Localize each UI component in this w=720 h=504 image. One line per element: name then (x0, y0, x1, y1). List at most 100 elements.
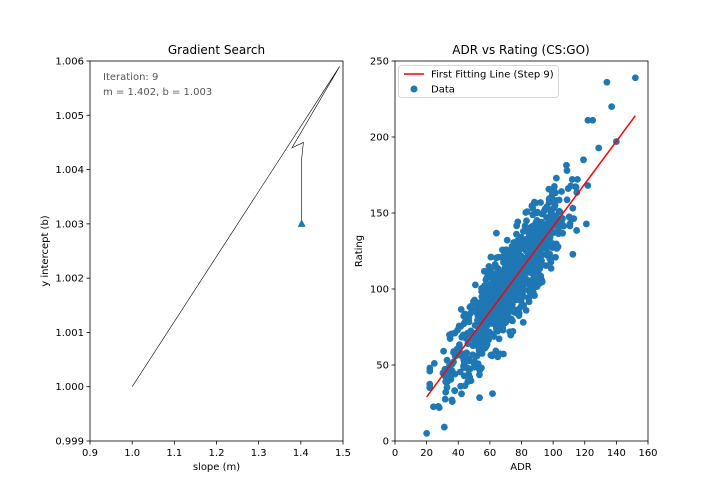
data-point (511, 291, 519, 299)
data-point (523, 217, 530, 225)
data-point (535, 220, 543, 228)
data-point (566, 222, 574, 230)
data-point (490, 333, 498, 340)
data-point (483, 322, 491, 329)
data-point (475, 299, 483, 307)
data-point (522, 306, 530, 314)
data-point (519, 227, 527, 235)
data-point (508, 245, 516, 253)
y-tick-label: 100 (370, 285, 389, 296)
data-point (494, 294, 502, 302)
data-point (458, 390, 465, 398)
data-point (445, 370, 453, 378)
fitting-line (426, 115, 636, 398)
data-point (574, 176, 581, 183)
legend-entry-data: Data (431, 85, 455, 96)
data-point (580, 156, 587, 164)
data-point (423, 430, 431, 437)
y-axis-label: y intercept (b) (40, 215, 51, 287)
data-point (451, 387, 459, 394)
data-point (502, 265, 509, 273)
data-point (560, 222, 568, 230)
data-point (465, 314, 473, 322)
legend: First Fitting Line (Step 9) Data (398, 65, 559, 98)
data-point (502, 246, 510, 254)
data-point (521, 239, 529, 247)
gradient-path-line (131, 66, 340, 387)
data-point (547, 264, 555, 272)
data-point (556, 208, 564, 216)
data-point (608, 103, 616, 110)
data-point (533, 208, 541, 216)
x-tick-label: 60 (484, 448, 497, 459)
data-point (512, 251, 520, 259)
data-point (518, 254, 525, 262)
y-tick-label: 150 (370, 209, 389, 220)
legend-dot-swatch (410, 85, 418, 93)
data-point (495, 283, 502, 290)
x-tick-label: 80 (515, 448, 528, 459)
data-point (435, 404, 443, 411)
data-point (499, 252, 507, 260)
legend-entry-fitting-line: First Fitting Line (Step 9) (431, 70, 554, 81)
x-axis-label: ADR (510, 462, 532, 473)
data-point (508, 256, 516, 264)
data-point (448, 396, 456, 404)
data-point (547, 221, 554, 228)
data-point (451, 370, 459, 378)
plot-frame (89, 60, 344, 442)
data-point (469, 351, 477, 359)
params-annotation: m = 1.402, b = 1.003 (103, 87, 212, 98)
data-point (570, 215, 578, 222)
data-point (569, 250, 577, 258)
data-point (480, 267, 488, 275)
data-point (426, 367, 434, 375)
data-point (492, 254, 500, 262)
data-point (471, 281, 479, 289)
data-point (464, 340, 472, 348)
data-point (460, 312, 468, 320)
data-point (567, 182, 575, 190)
data-point (515, 305, 523, 313)
x-tick-label: 1.0 (124, 448, 140, 459)
data-point (489, 390, 496, 398)
data-point (493, 315, 501, 323)
data-point (456, 368, 464, 376)
data-point (546, 241, 554, 249)
x-tick-label: 100 (544, 448, 563, 459)
data-point (514, 281, 522, 288)
legend-box (398, 65, 559, 98)
data-point (494, 353, 502, 361)
y-tick-label: 1.001 (55, 328, 84, 339)
y-tick-label: 1.000 (55, 382, 84, 393)
chart-title: Gradient Search (168, 43, 265, 57)
x-tick-label: 140 (607, 448, 626, 459)
y-tick-label: 1.005 (55, 111, 84, 122)
data-point (563, 161, 570, 169)
data-point (544, 249, 552, 257)
data-point (430, 359, 438, 367)
data-point (503, 236, 511, 244)
data-point (533, 274, 540, 282)
data-point (563, 196, 571, 204)
data-point (476, 371, 483, 379)
data-point (545, 199, 553, 206)
data-point (541, 205, 549, 213)
data-point (537, 199, 544, 206)
x-tick-label: 1.1 (166, 448, 182, 459)
data-point (552, 253, 559, 261)
data-point (572, 183, 580, 191)
gradient-search-chart: Gradient Search 0.9 1.0 1.1 1.2 1.3 1.4 1.5 0.9… (40, 43, 351, 473)
x-tick-label: 40 (452, 448, 465, 459)
data-point (509, 327, 517, 335)
data-point (553, 245, 561, 252)
y-axis-label: Rating (354, 235, 365, 267)
x-tick-label: 1.3 (251, 448, 267, 459)
data-point (474, 316, 481, 324)
data-point (510, 240, 518, 247)
y-tick-label: 250 (370, 57, 389, 68)
y-tick-label: 1.006 (55, 57, 84, 68)
y-tick-label: 0.999 (55, 437, 84, 448)
data-point (470, 360, 478, 368)
